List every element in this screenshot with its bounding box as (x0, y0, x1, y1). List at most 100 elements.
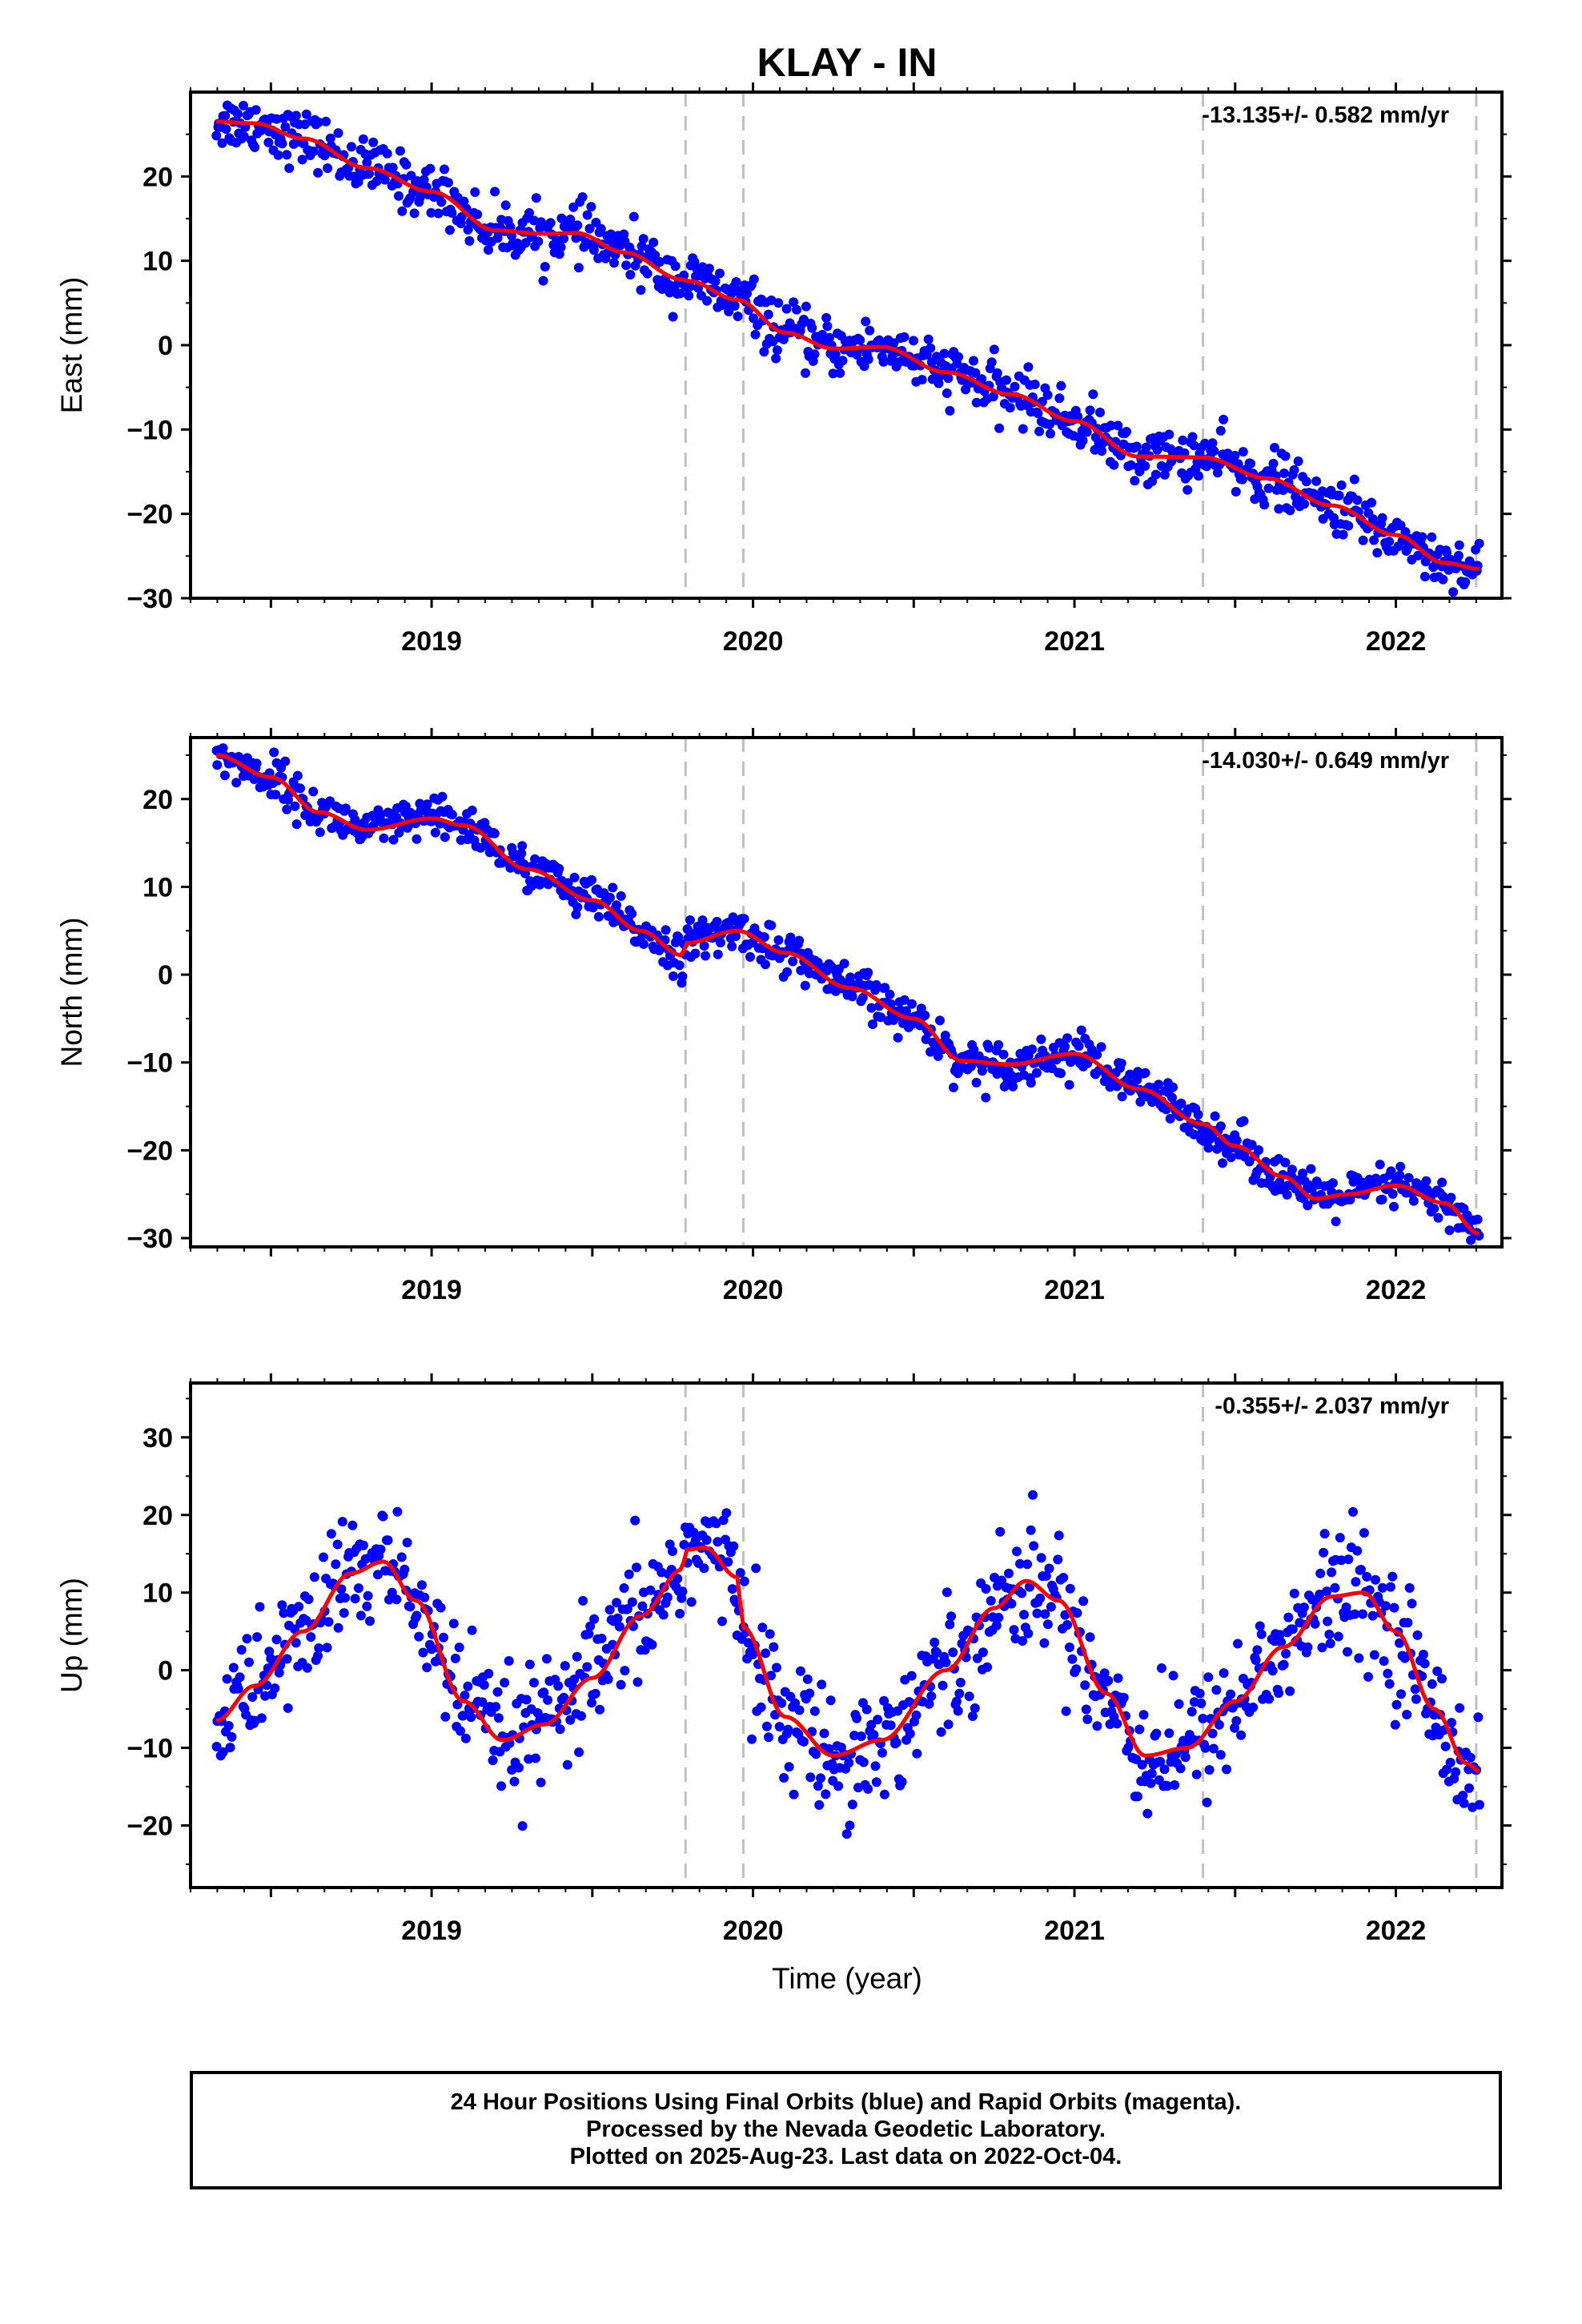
up-point (668, 1546, 677, 1556)
north-point (697, 915, 708, 926)
up-point (941, 1658, 951, 1667)
up-point (559, 1692, 569, 1703)
east-point (582, 210, 592, 220)
east-point (1299, 499, 1310, 509)
up-point (391, 1594, 402, 1605)
up-point (1191, 1769, 1202, 1779)
east-point (394, 191, 404, 201)
east-point (426, 207, 436, 218)
east-point (828, 368, 838, 379)
east-xtick-label: 2019 (401, 626, 462, 657)
up-point (1170, 1780, 1180, 1790)
east-point (1018, 424, 1028, 434)
up-point (964, 1691, 974, 1702)
north-point (1165, 1113, 1175, 1124)
north-point (1060, 1041, 1070, 1051)
up-point (1404, 1582, 1415, 1593)
up-point (777, 1698, 787, 1708)
east-point (409, 208, 420, 219)
up-point (1132, 1791, 1142, 1802)
north-point (669, 971, 678, 981)
north-point (291, 819, 302, 830)
east-point (621, 260, 632, 271)
east-point (397, 206, 408, 216)
north-point (1135, 1096, 1146, 1107)
east-panel: −30 −20 −10 0 10 20 2019 2020 2021 2022 -13.135+/… (55, 82, 1512, 657)
up-point (332, 1539, 343, 1550)
north-point (516, 848, 527, 858)
east-ytick-label: −10 (126, 415, 173, 445)
up-point (1387, 1571, 1398, 1582)
north-point (845, 972, 856, 983)
up-point (1081, 1704, 1091, 1715)
north-point (612, 900, 622, 911)
up-point (614, 1622, 624, 1632)
east-point (577, 192, 588, 202)
north-point (1408, 1196, 1419, 1206)
north-point (661, 925, 671, 935)
up-point (1451, 1767, 1461, 1777)
east-point (772, 345, 782, 356)
east-point (447, 207, 457, 218)
east-ytick-label: −20 (126, 500, 173, 530)
up-point (375, 1544, 386, 1554)
up-point (363, 1590, 373, 1601)
up-point (1015, 1558, 1025, 1569)
east-point (472, 209, 483, 219)
up-point (967, 1711, 978, 1721)
up-point (986, 1595, 996, 1606)
east-point (771, 353, 781, 364)
up-point (906, 1671, 917, 1681)
up-point (856, 1731, 866, 1742)
north-point (430, 827, 440, 838)
north-point (1215, 1121, 1226, 1132)
up-point (612, 1598, 622, 1608)
up-point (938, 1680, 948, 1691)
north-point (212, 760, 223, 770)
east-ytick-label: −30 (126, 584, 173, 614)
up-point (990, 1572, 1000, 1582)
north-point (1280, 1157, 1291, 1168)
north-point (517, 841, 528, 851)
up-point (1155, 1756, 1166, 1767)
up-point (1236, 1730, 1247, 1740)
up-point (873, 1715, 883, 1725)
east-point (1207, 438, 1218, 448)
east-point (759, 347, 769, 357)
east-point (945, 405, 955, 416)
east-point (1246, 458, 1256, 468)
up-point (484, 1668, 494, 1679)
up-point (514, 1763, 524, 1773)
east-point (625, 270, 636, 279)
up-point (1012, 1546, 1022, 1557)
up-point (603, 1674, 613, 1684)
up-point (757, 1622, 768, 1633)
up-point (1351, 1577, 1361, 1587)
footer-line-3: Plotted on 2025-Aug-23. Last data on 202… (569, 2144, 1122, 2169)
north-point (739, 914, 749, 924)
up-point (467, 1625, 477, 1635)
north-point (1231, 1136, 1242, 1146)
up-point (982, 1662, 993, 1672)
up-point (1137, 1759, 1147, 1770)
up-point (1067, 1654, 1078, 1664)
up-point (244, 1657, 254, 1667)
east-point (552, 235, 561, 245)
north-point (1218, 1158, 1227, 1168)
up-point (458, 1711, 468, 1721)
up-point (1255, 1621, 1265, 1631)
up-point (452, 1699, 463, 1710)
east-point (395, 146, 405, 156)
north-point (871, 979, 881, 990)
north-point (1444, 1225, 1455, 1236)
up-fit-line (215, 1546, 1480, 1773)
up-point (1355, 1565, 1366, 1574)
up-point (477, 1697, 488, 1707)
up-point (1023, 1628, 1034, 1638)
up-point (891, 1738, 901, 1748)
east-point (1122, 427, 1131, 436)
up-point (1358, 1609, 1367, 1619)
up-point (1303, 1642, 1313, 1652)
north-point (1239, 1116, 1249, 1126)
east-fit-line (216, 119, 1480, 571)
